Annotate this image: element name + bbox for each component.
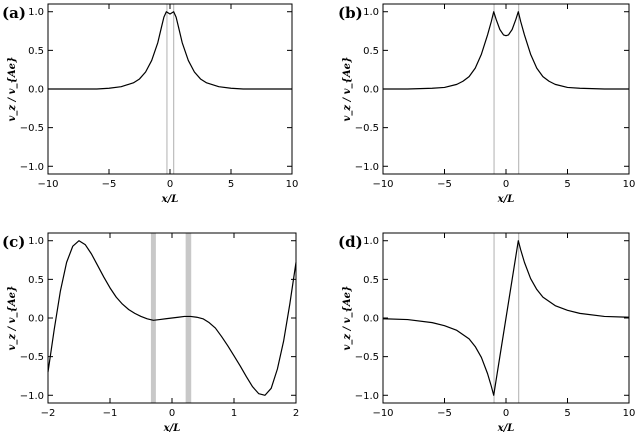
panel-c-x-axis-label: x/L <box>163 423 181 434</box>
panel-a-x-tick-label: 10 <box>286 179 299 190</box>
panel-c-band-1 <box>150 233 156 403</box>
panel-c-y-tick-label: 0.5 <box>28 275 44 286</box>
panel-d-y-tick-label: −0.5 <box>355 352 379 363</box>
panel-a: −10 −5 0 5 10 −1.0 −0.5 0.0 0.5 1.0 x/L v_z / v_{Ae… <box>2 3 299 205</box>
panel-b-band-2 <box>518 4 520 174</box>
panel-d-label: (d) <box>338 233 363 251</box>
panel-c-x-tick-label: 0 <box>169 408 175 419</box>
panel-b-label: (b) <box>338 4 363 22</box>
panel-c-y-tick-label: 0.0 <box>28 314 44 325</box>
panel-c-x-tick-label: 1 <box>231 408 237 419</box>
panel-c-x-tick-label: 2 <box>293 408 299 419</box>
panel-d-x-tick-label: 0 <box>503 408 509 419</box>
panel-c-x-tick-label: −2 <box>41 408 56 419</box>
panel-a-y-axis-label: v_z / v_{Ae} <box>7 57 18 122</box>
panel-b-x-tick-label: 10 <box>623 179 636 190</box>
panel-b-y-axis-label: v_z / v_{Ae} <box>342 57 353 122</box>
panel-c-x-tick-label: −1 <box>103 408 118 419</box>
panel-d-y-axis-label: v_z / v_{Ae} <box>342 286 353 351</box>
panel-c-y-axis-label: v_z / v_{Ae} <box>7 286 18 351</box>
panel-a-band-2 <box>173 4 175 174</box>
panel-b-series-line <box>383 11 629 90</box>
panel-a-y-tick-label: 0.5 <box>28 46 44 57</box>
panel-d-y-tick-label: 0.0 <box>363 314 379 325</box>
panel-b-y-tick-label: 0.5 <box>363 46 379 57</box>
panel-a-x-axis-label: x/L <box>161 194 179 205</box>
panel-d-y-tick-label: −1.0 <box>355 391 379 402</box>
panel-a-x-tick-label: 5 <box>228 179 234 190</box>
panel-b-y-tick-label: 1.0 <box>363 7 379 18</box>
panel-d-x-tick-label: 5 <box>564 408 570 419</box>
panel-a-y-tick-label: 0.0 <box>28 85 44 96</box>
panel-a-x-tick-label: 0 <box>167 179 173 190</box>
panel-b-x-tick-label: 0 <box>503 179 509 190</box>
panel-b-x-tick-label: −5 <box>437 179 452 190</box>
panel-d-x-tick-label: −10 <box>372 408 393 419</box>
panel-d-x-axis-label: x/L <box>497 423 515 434</box>
panel-c-y-tick-label: −0.5 <box>20 352 44 363</box>
panel-d-x-tick-label: 10 <box>623 408 636 419</box>
panel-d: −10 −5 0 5 10 −1.0 −0.5 0.0 0.5 1.0 x/L v_z / v_{Ae… <box>338 232 636 434</box>
panel-c-band-2 <box>185 233 192 403</box>
panel-d-band-1 <box>493 233 495 403</box>
panel-a-y-tick-label: −0.5 <box>20 123 44 134</box>
panel-c-y-tick-label: 1.0 <box>28 236 44 247</box>
panel-a-x-tick-label: −10 <box>37 179 58 190</box>
panel-a-series-line <box>48 11 292 90</box>
panel-c-series-line <box>47 240 297 396</box>
panel-c: −2 −1 0 1 2 −1.0 −0.5 0.0 0.5 1.0 x/L v_z / v_{Ae} (… <box>2 232 299 434</box>
panel-d-series-line <box>382 240 630 396</box>
panel-d-band-2 <box>518 233 520 403</box>
panel-b-y-tick-label: −0.5 <box>355 123 379 134</box>
panel-d-y-tick-label: 1.0 <box>363 236 379 247</box>
panel-b-x-tick-label: −10 <box>372 179 393 190</box>
panel-a-y-tick-label: 1.0 <box>28 7 44 18</box>
panel-a-x-tick-label: −5 <box>102 179 117 190</box>
panel-d-y-tick-label: 0.5 <box>363 275 379 286</box>
panel-b-x-axis-label: x/L <box>497 194 515 205</box>
panel-b-y-tick-label: −1.0 <box>355 162 379 173</box>
panel-a-label: (a) <box>2 4 26 22</box>
panel-c-y-tick-label: −1.0 <box>20 391 44 402</box>
panel-b-x-tick-label: 5 <box>564 179 570 190</box>
panel-d-x-tick-label: −5 <box>437 408 452 419</box>
panel-b: −10 −5 0 5 10 −1.0 −0.5 0.0 0.5 1.0 x/L v_z / v_{Ae… <box>338 3 636 205</box>
panel-c-label: (c) <box>2 233 25 251</box>
panel-b-y-tick-label: 0.0 <box>363 85 379 96</box>
panel-a-y-tick-label: −1.0 <box>20 162 44 173</box>
panel-a-band-1 <box>166 4 168 174</box>
panel-b-band-1 <box>493 4 495 174</box>
